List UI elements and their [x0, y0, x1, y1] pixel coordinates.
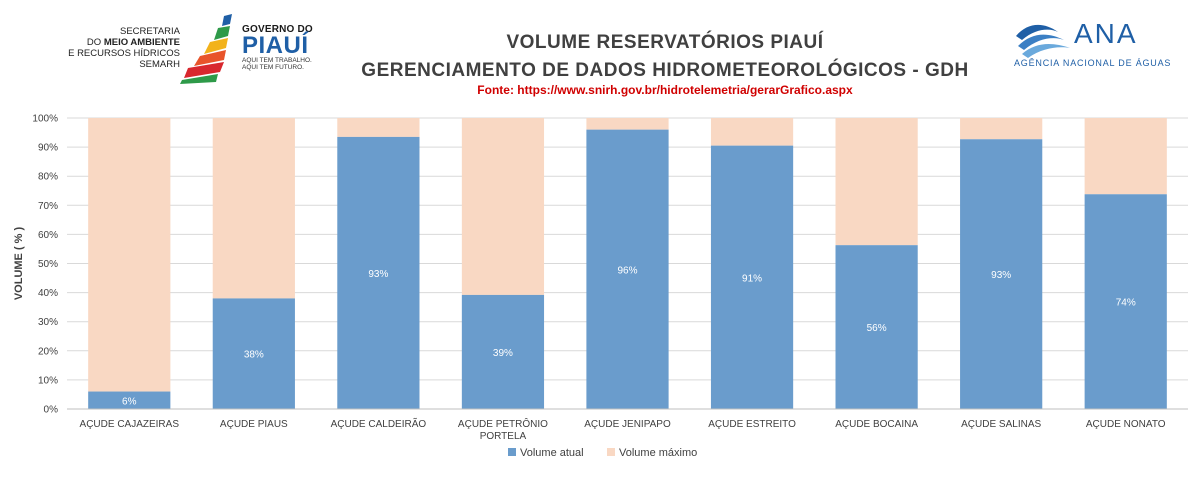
bar-volume-atual	[710, 145, 794, 409]
governo-line1: GOVERNO DO	[242, 24, 313, 35]
x-tick-label: AÇUDE CAJAZEIRAS	[80, 419, 180, 430]
x-tick-label: AÇUDE PETRÔNIO	[458, 417, 548, 430]
y-tick-label: 40%	[38, 288, 58, 299]
bar-volume-atual	[1084, 194, 1167, 409]
bar-volume-atual	[960, 139, 1043, 410]
semarh-line2-prefix: DO	[86, 37, 104, 48]
data-label: 93%	[368, 269, 388, 280]
legend-swatch-volume-atual	[508, 448, 516, 456]
data-label: 74%	[1116, 298, 1136, 309]
semarh-line2-bold: MEIO AMBIENTE	[103, 37, 180, 48]
legend-label-volume-atual: Volume atual	[520, 447, 584, 459]
legend-swatch-volume-maximo	[607, 448, 615, 456]
governo-slogan2: AQUI TEM FUTURO.	[242, 64, 304, 71]
data-label: 38%	[244, 350, 264, 361]
legend-label-volume-maximo: Volume máximo	[619, 447, 697, 459]
y-tick-label: 10%	[38, 375, 58, 386]
bar-volume-atual	[88, 391, 171, 409]
ana-wave-icon	[1016, 24, 1070, 58]
data-label: 93%	[991, 270, 1011, 281]
x-tick-label: AÇUDE PIAUS	[220, 419, 288, 430]
data-label: 56%	[867, 323, 887, 334]
source-note: Fonte: https://www.snirh.gov.br/hidrotel…	[477, 83, 853, 97]
chart-subtitle: GERENCIAMENTO DE DADOS HIDROMETEOROLÓGIC…	[361, 60, 969, 81]
data-label: 96%	[617, 265, 637, 276]
y-tick-label: 0%	[44, 405, 59, 416]
bar-volume-atual	[212, 298, 295, 409]
bar-volume-maximo	[88, 118, 171, 392]
governo-piaui-text: GOVERNO DO PIAUÍ AQUI TEM TRABALHO. AQUI…	[242, 24, 332, 71]
semarh-text: SECRETARIA DO MEIO AMBIENTE E RECURSOS H…	[30, 26, 180, 70]
y-tick-label: 20%	[38, 346, 58, 357]
y-tick-label: 80%	[38, 172, 58, 183]
y-axis-title: VOLUME ( % )	[13, 227, 25, 301]
x-tick-label: AÇUDE SALINAS	[961, 419, 1041, 430]
y-tick-label: 70%	[38, 201, 58, 212]
bar-volume-maximo	[337, 118, 420, 137]
data-label: 6%	[122, 396, 137, 407]
bar-volume-maximo	[586, 118, 669, 130]
piaui-emblem-icon	[180, 14, 232, 84]
semarh-line1: SECRETARIA	[119, 26, 180, 37]
x-tick-label: AÇUDE ESTREITO	[708, 419, 796, 430]
chart-title-block: VOLUME RESERVATÓRIOS PIAUÍ GERENCIAMENTO…	[330, 32, 1000, 97]
semarh-line3: E RECURSOS HÍDRICOS	[68, 48, 180, 59]
x-tick-label: AÇUDE NONATO	[1086, 419, 1166, 430]
ana-subtitle: AGÊNCIA NACIONAL DE ÁGUAS	[1014, 58, 1172, 68]
y-tick-label: 30%	[38, 317, 58, 328]
ana-wordmark: ANA	[1074, 18, 1138, 49]
y-tick-label: 60%	[38, 230, 58, 241]
bar-volume-atual	[461, 294, 545, 409]
x-tick-label: PORTELA	[480, 431, 527, 442]
x-tick-label: AÇUDE JENIPAPO	[584, 419, 671, 430]
bar-volume-atual	[586, 129, 669, 409]
bar-volume-maximo	[960, 118, 1043, 140]
y-tick-label: 100%	[32, 114, 58, 125]
y-tick-label: 50%	[38, 259, 58, 270]
bar-volume-atual	[835, 245, 918, 409]
y-tick-label: 90%	[38, 143, 58, 154]
x-tick-label: AÇUDE BOCAINA	[835, 419, 918, 430]
bar-volume-maximo	[710, 118, 794, 146]
data-label: 91%	[742, 273, 762, 284]
semarh-governo-logo: SECRETARIA DO MEIO AMBIENTE E RECURSOS H…	[30, 14, 330, 84]
bar-volume-atual	[337, 136, 420, 410]
ana-logo: ANA AGÊNCIA NACIONAL DE ÁGUAS	[1010, 14, 1180, 74]
chart-title: VOLUME RESERVATÓRIOS PIAUÍ	[506, 32, 824, 53]
bar-volume-maximo	[835, 118, 918, 246]
bar-volume-maximo	[461, 118, 545, 295]
governo-slogan1: AQUI TEM TRABALHO.	[242, 57, 312, 64]
bar-volume-maximo	[212, 118, 295, 299]
semarh-line2: DO MEIO AMBIENTE	[30, 37, 180, 48]
semarh-line4: SEMARH	[139, 59, 180, 70]
governo-line2: PIAUÍ	[242, 32, 309, 59]
x-tick-label: AÇUDE CALDEIRÃO	[331, 417, 427, 430]
bar-volume-maximo	[1084, 118, 1167, 195]
data-label: 39%	[493, 348, 513, 359]
